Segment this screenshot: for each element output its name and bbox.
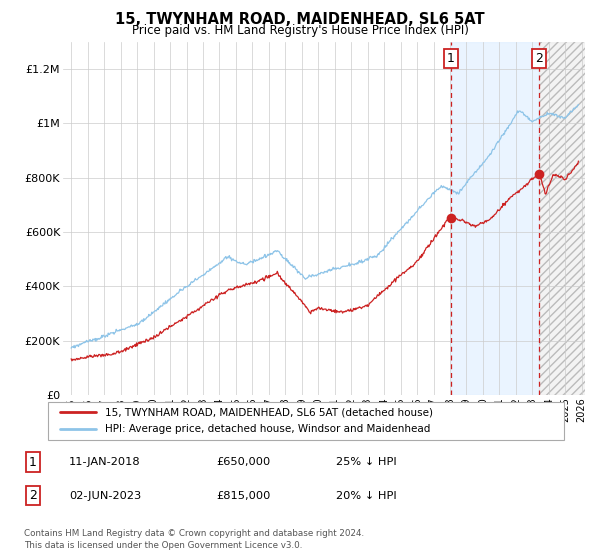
Text: £650,000: £650,000 bbox=[216, 457, 270, 467]
Bar bbox=[451, 42, 539, 395]
Text: 2: 2 bbox=[535, 52, 543, 65]
Bar bbox=[539, 42, 600, 395]
Text: Price paid vs. HM Land Registry's House Price Index (HPI): Price paid vs. HM Land Registry's House … bbox=[131, 24, 469, 36]
Text: 1: 1 bbox=[446, 52, 455, 65]
Text: Contains HM Land Registry data © Crown copyright and database right 2024.
This d: Contains HM Land Registry data © Crown c… bbox=[24, 529, 364, 550]
Text: 15, TWYNHAM ROAD, MAIDENHEAD, SL6 5AT (detached house): 15, TWYNHAM ROAD, MAIDENHEAD, SL6 5AT (d… bbox=[105, 407, 433, 417]
Text: 25% ↓ HPI: 25% ↓ HPI bbox=[336, 457, 397, 467]
Text: 2: 2 bbox=[29, 489, 37, 502]
Text: HPI: Average price, detached house, Windsor and Maidenhead: HPI: Average price, detached house, Wind… bbox=[105, 424, 430, 434]
Bar bbox=[539, 42, 600, 395]
Text: 15, TWYNHAM ROAD, MAIDENHEAD, SL6 5AT: 15, TWYNHAM ROAD, MAIDENHEAD, SL6 5AT bbox=[115, 12, 485, 27]
Text: 1: 1 bbox=[29, 455, 37, 469]
Text: 20% ↓ HPI: 20% ↓ HPI bbox=[336, 491, 397, 501]
Text: £815,000: £815,000 bbox=[216, 491, 271, 501]
Text: 11-JAN-2018: 11-JAN-2018 bbox=[69, 457, 140, 467]
Text: 02-JUN-2023: 02-JUN-2023 bbox=[69, 491, 141, 501]
